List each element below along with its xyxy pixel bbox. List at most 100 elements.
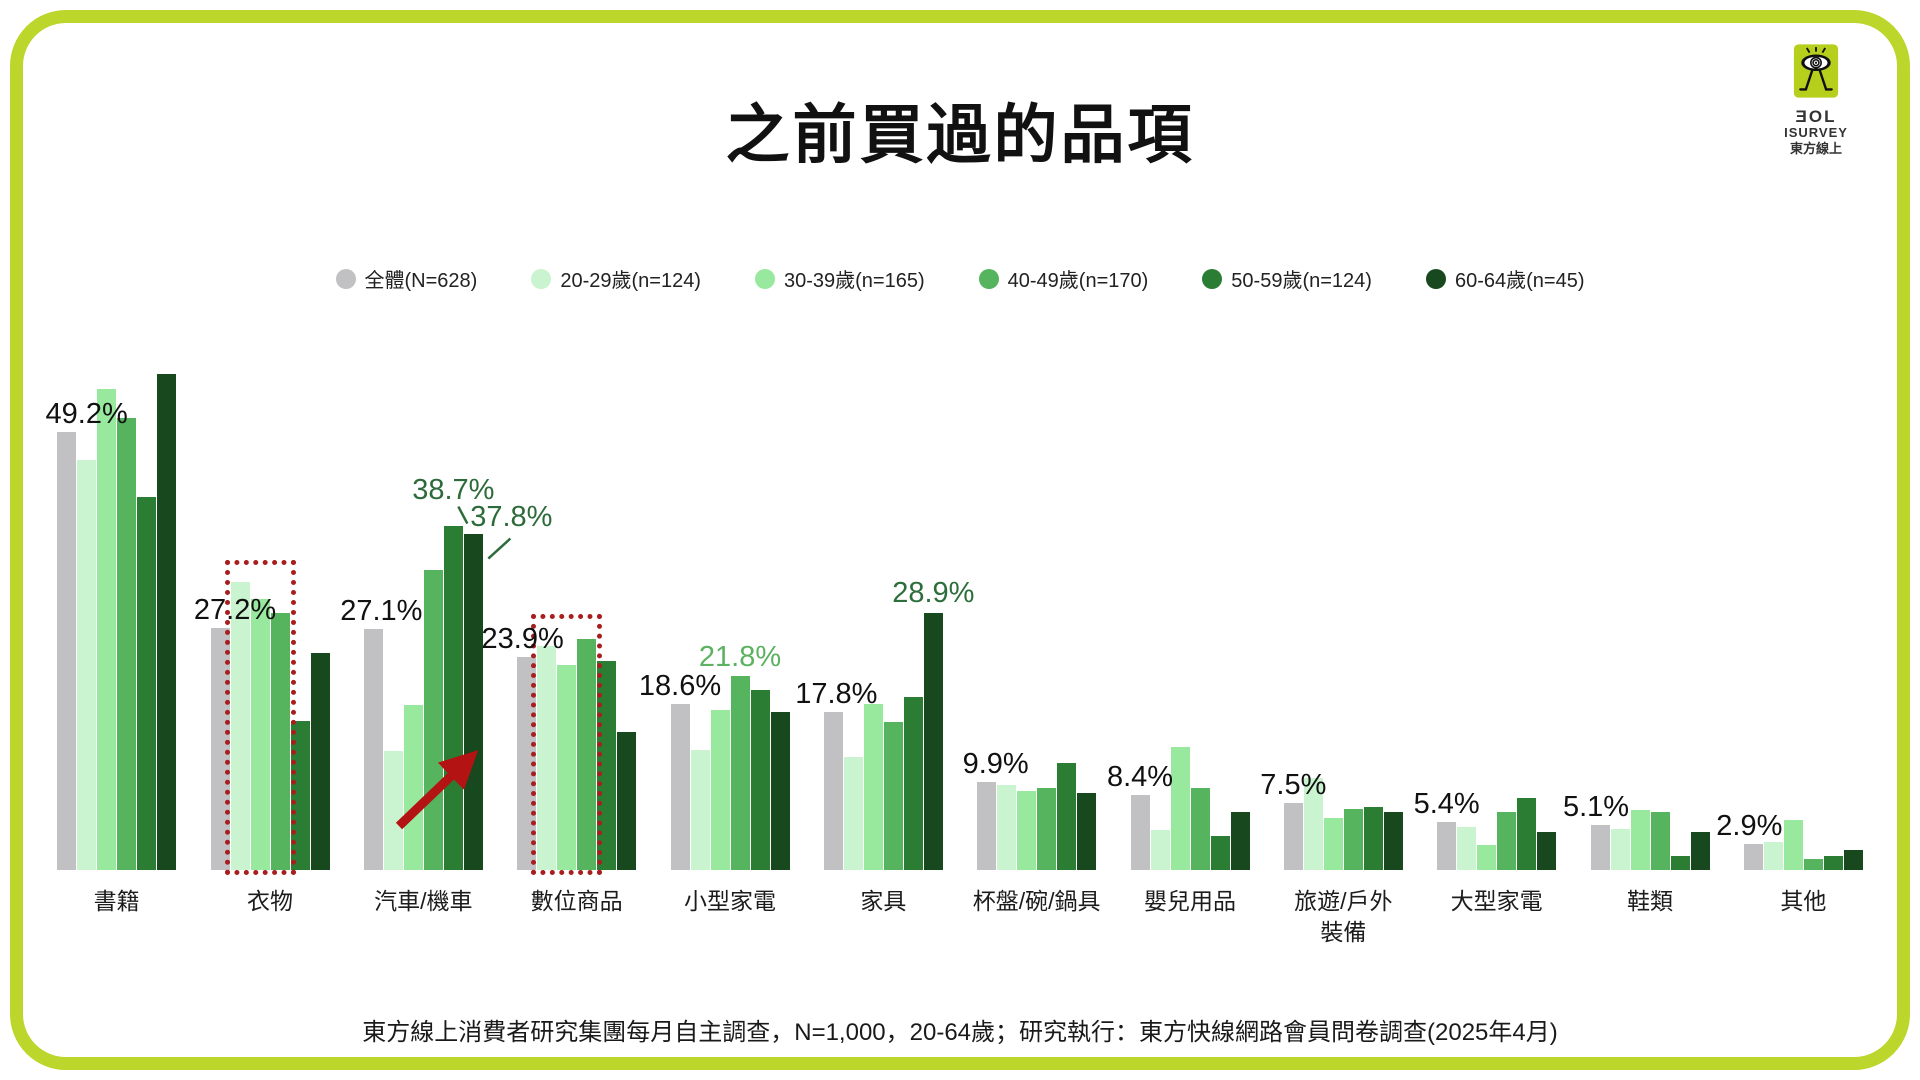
- bar: [1363, 806, 1383, 870]
- legend-label: 60-64歲(n=45): [1454, 270, 1585, 292]
- bar: [1303, 778, 1323, 870]
- value-label: 17.8%: [795, 677, 878, 710]
- bar: [730, 675, 750, 870]
- category-label: 其他: [1780, 888, 1827, 914]
- legend-dot-icon: [1425, 268, 1446, 289]
- value-label: 5.4%: [1413, 787, 1480, 820]
- bar: [423, 570, 443, 870]
- bar: [57, 432, 77, 870]
- bar: [1457, 827, 1477, 870]
- value-label: 18.6%: [638, 670, 722, 703]
- legend-item: 20-29歲(n=124): [531, 264, 701, 293]
- bar: [383, 750, 403, 870]
- legend-dot-icon: [335, 268, 356, 289]
- bar: [463, 533, 483, 870]
- bar: [1823, 855, 1843, 870]
- bar: [1803, 859, 1823, 870]
- value-label: 38.7%: [412, 473, 495, 506]
- bar: [157, 374, 177, 870]
- legend-item: 40-49歲(n=170): [978, 264, 1149, 293]
- eol-eye-logo-icon: [1793, 44, 1839, 98]
- bar: [1537, 831, 1557, 870]
- bar: [1497, 812, 1517, 870]
- category-label: 旅遊/戶外 裝備: [1294, 888, 1393, 946]
- bar: [1783, 820, 1803, 870]
- bar: [1150, 829, 1170, 870]
- category-label: 汽車/機車: [374, 888, 473, 914]
- bar: [270, 612, 290, 870]
- bar: [1170, 747, 1190, 870]
- bar: [557, 665, 577, 870]
- value-label: 27.1%: [340, 594, 423, 627]
- bar: [1323, 817, 1343, 870]
- legend-label: 50-59歲(n=124): [1231, 270, 1372, 292]
- legend-item: 60-64歲(n=45): [1425, 264, 1585, 293]
- bar: [1037, 788, 1057, 870]
- bar: [670, 704, 690, 870]
- page-title: 之前買過的品項: [725, 99, 1195, 171]
- highlight-box: [224, 559, 296, 875]
- category-label: 衣物: [246, 888, 293, 914]
- category-label: 嬰兒用品: [1143, 888, 1236, 914]
- legend-item: 50-59歲(n=124): [1202, 264, 1372, 293]
- bar: [770, 711, 790, 870]
- legend-label: 20-29歲(n=124): [560, 270, 701, 292]
- bar: [710, 709, 730, 870]
- bar: [1230, 812, 1250, 870]
- value-label: 5.1%: [1562, 790, 1630, 823]
- legend: 全體(N=628) 20-29歲(n=124) 30-39歲(n=165) 40-49…: [0, 264, 1920, 293]
- value-label: 28.9%: [892, 576, 975, 609]
- bar: [617, 732, 637, 870]
- bar: [1590, 824, 1610, 870]
- category-label: 數位商品: [530, 888, 623, 914]
- category-label: 小型家電: [683, 888, 776, 914]
- bar: [1690, 831, 1710, 870]
- bar: [403, 705, 423, 870]
- value-label: 23.9%: [481, 623, 564, 656]
- brand-logo: ƎOL ISURVEY 東方線上: [1756, 42, 1876, 156]
- bar: [1130, 795, 1150, 870]
- bar: [1017, 790, 1037, 870]
- bar: [823, 711, 843, 870]
- legend-label: 40-49歲(n=170): [1007, 270, 1149, 292]
- value-label: 8.4%: [1106, 761, 1174, 794]
- category-label: 書籍: [93, 888, 140, 914]
- bar: [117, 417, 137, 870]
- bar: [250, 599, 270, 870]
- bar: [1210, 836, 1230, 870]
- value-label: 7.5%: [1260, 769, 1327, 802]
- bar: [1517, 797, 1537, 870]
- bar: [923, 612, 943, 870]
- legend-label: 30-39歲(n=165): [783, 270, 925, 292]
- bar: [863, 703, 883, 870]
- bar: [903, 697, 923, 870]
- bar: [1670, 855, 1690, 870]
- bar: [997, 785, 1017, 870]
- category-label: 大型家電: [1450, 888, 1543, 914]
- bar: [310, 652, 330, 870]
- value-label: 37.8%: [470, 500, 553, 533]
- bar: [1477, 845, 1497, 870]
- legend-dot-icon: [531, 268, 552, 289]
- bar: [1630, 810, 1650, 870]
- source-note: 東方線上消費者研究集團每月自主調查，N=1,000，20-64歲；研究執行：東方…: [362, 1019, 1558, 1046]
- bar: [230, 581, 250, 870]
- bar: [1343, 808, 1363, 870]
- value-label: 9.9%: [962, 747, 1029, 780]
- bar: [1383, 812, 1403, 870]
- bar: [1843, 850, 1863, 870]
- bar: [1437, 821, 1457, 870]
- bar: [750, 690, 770, 870]
- value-label: 21.8%: [698, 640, 782, 673]
- legend-item: 30-39歲(n=165): [754, 264, 925, 293]
- value-label: 27.2%: [193, 593, 277, 626]
- bar: [1610, 829, 1630, 870]
- legend-label: 全體(N=628): [364, 270, 478, 292]
- category-label: 杯盤/碗/鍋具: [972, 888, 1101, 914]
- legend-dot-icon: [1202, 268, 1223, 289]
- category-label: 鞋類: [1626, 888, 1673, 914]
- bar: [77, 459, 97, 870]
- category-label: 家具: [860, 888, 907, 914]
